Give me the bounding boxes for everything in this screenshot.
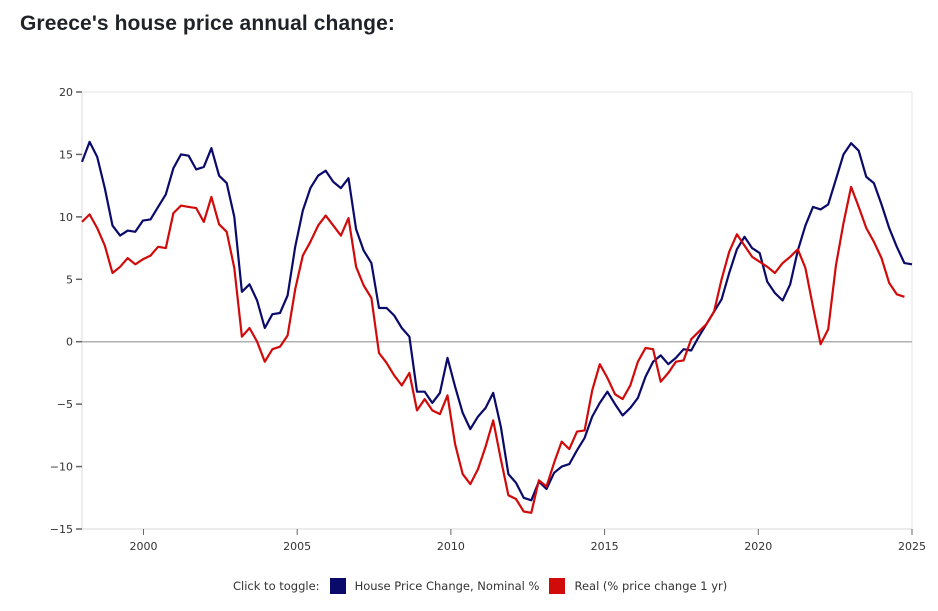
legend: Click to toggle: House Price Change, Nom… <box>233 578 737 594</box>
y-axis: 20 15 10 5 0 −5 −10 −15 <box>50 86 82 536</box>
y-tick-label: −10 <box>50 461 73 474</box>
legend-item-nominal[interactable]: House Price Change, Nominal % <box>329 578 540 594</box>
y-tick-label: 5 <box>66 273 73 286</box>
y-tick-label: −15 <box>50 523 73 536</box>
plot-frame <box>81 91 913 530</box>
legend-label-nominal: House Price Change, Nominal % <box>354 579 540 593</box>
x-tick-label: 2015 <box>591 540 619 553</box>
legend-swatch-real <box>549 578 566 594</box>
x-tick-label: 2000 <box>129 540 157 553</box>
legend-toggle-label: Click to toggle: <box>233 579 320 593</box>
y-tick-label: −5 <box>57 398 73 411</box>
y-tick-label: 10 <box>59 211 73 224</box>
series-line-real <box>81 185 905 514</box>
x-tick-label: 2010 <box>437 540 465 553</box>
y-tick-label: 0 <box>66 336 73 349</box>
x-tick-label: 2005 <box>283 540 311 553</box>
x-tick-label: 2025 <box>898 540 926 553</box>
x-axis: 2000 2005 2010 2015 2020 2025 <box>129 529 926 553</box>
y-tick-label: 15 <box>59 148 73 161</box>
legend-label-real: Real (% price change 1 yr) <box>574 579 728 593</box>
x-tick-label: 2020 <box>744 540 772 553</box>
page-title: Greece's house price annual change: <box>20 12 395 35</box>
y-tick-label: 20 <box>59 86 73 99</box>
series-lines <box>80 140 913 514</box>
legend-item-real[interactable]: Real (% price change 1 yr) <box>549 578 727 594</box>
series-line-nominal <box>80 140 913 502</box>
legend-swatch-nominal <box>329 578 346 594</box>
